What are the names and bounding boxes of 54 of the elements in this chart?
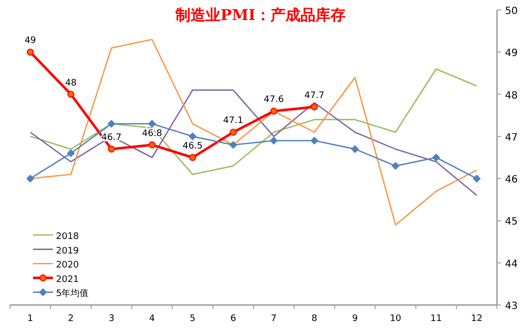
x-tick-label: 9 bbox=[352, 314, 358, 324]
point bbox=[189, 154, 196, 161]
x-tick-label: 1 bbox=[27, 314, 34, 324]
point bbox=[310, 136, 318, 145]
point bbox=[107, 120, 116, 128]
y-tick-label: 47 bbox=[505, 132, 518, 144]
y-tick-label: 48 bbox=[505, 90, 518, 102]
line-series bbox=[30, 89, 478, 196]
point bbox=[392, 162, 400, 170]
point bbox=[148, 141, 156, 148]
legend-label: 2018 bbox=[56, 232, 80, 242]
chart-title: 制造业PMI：产成品库存 bbox=[174, 6, 346, 24]
x-tick-label: 8 bbox=[312, 314, 318, 324]
point bbox=[229, 140, 238, 149]
x-tick-label: 7 bbox=[270, 314, 277, 324]
legend-label: 2019 bbox=[56, 246, 80, 256]
x-tick-label: 2 bbox=[68, 314, 74, 324]
point bbox=[230, 128, 237, 136]
legend-label: 5年均值 bbox=[56, 288, 89, 300]
y-tick-label: 50 bbox=[505, 6, 518, 17]
point bbox=[26, 174, 34, 183]
x-tick-label: 12 bbox=[470, 314, 482, 324]
y-tick-label: 44 bbox=[505, 258, 518, 270]
x-tick-label: 5 bbox=[190, 314, 196, 324]
point bbox=[270, 136, 278, 145]
y-tick-label: 45 bbox=[505, 216, 518, 228]
legend-label: 2020 bbox=[56, 260, 80, 271]
x-tick-label: 11 bbox=[430, 314, 442, 324]
point bbox=[67, 90, 74, 98]
point bbox=[310, 103, 318, 110]
data-label: 47.6 bbox=[264, 95, 284, 106]
data-label: 48 bbox=[65, 78, 77, 88]
point bbox=[66, 149, 75, 158]
x-tick-label: 3 bbox=[108, 314, 114, 324]
y-tick-label: 46 bbox=[505, 174, 518, 186]
x-tick-label: 4 bbox=[149, 314, 156, 324]
data-label: 47.7 bbox=[304, 90, 324, 101]
point bbox=[26, 48, 34, 56]
point bbox=[148, 120, 156, 128]
x-tick-label: 10 bbox=[390, 314, 402, 324]
x-tick-label: 6 bbox=[230, 314, 236, 324]
point bbox=[270, 108, 278, 115]
legend-label: 2021 bbox=[56, 274, 79, 285]
point bbox=[472, 174, 481, 183]
y-tick-label: 49 bbox=[505, 48, 518, 60]
data-label: 46.5 bbox=[182, 142, 203, 152]
data-label: 47.1 bbox=[223, 116, 244, 126]
point bbox=[350, 145, 359, 154]
data-label: 49 bbox=[24, 36, 36, 46]
y-tick-label: 43 bbox=[505, 301, 518, 312]
point bbox=[432, 154, 440, 162]
point bbox=[188, 132, 197, 140]
line-series bbox=[30, 68, 478, 176]
point bbox=[108, 146, 115, 153]
